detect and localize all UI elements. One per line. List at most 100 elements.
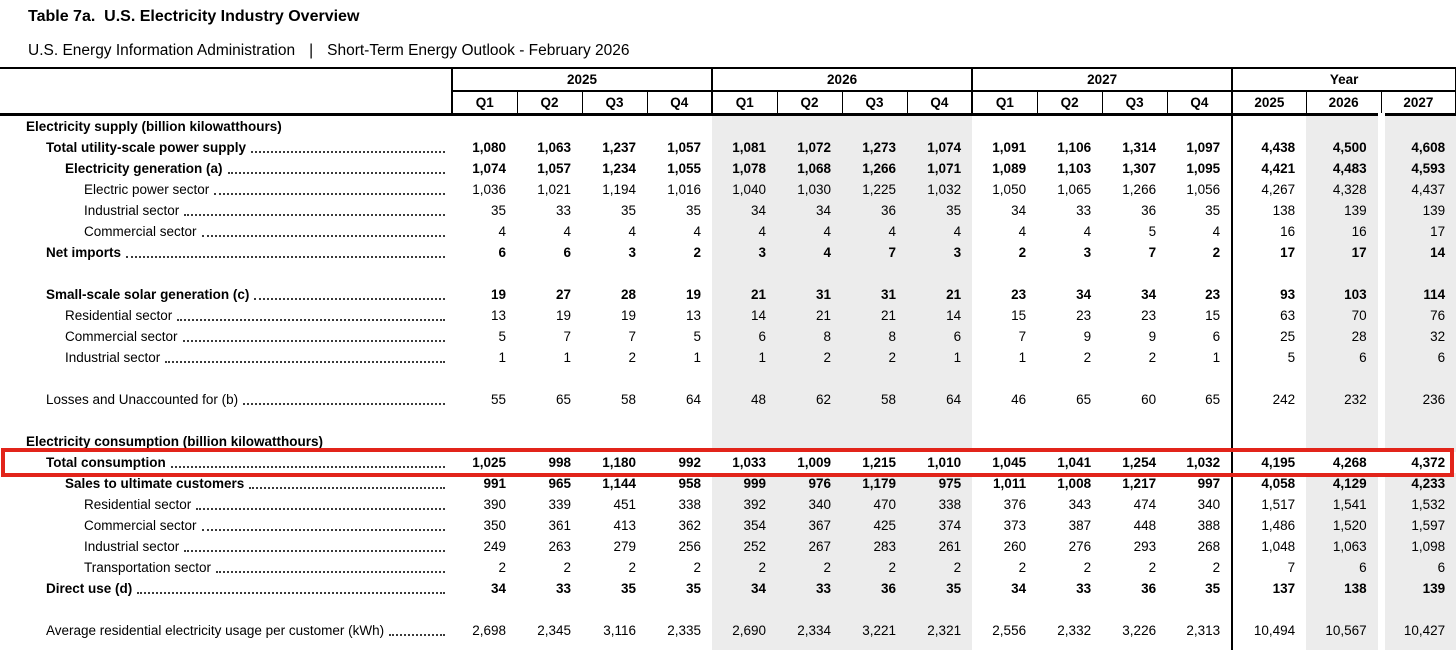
value-cell: 7 bbox=[1148, 245, 1157, 260]
dot-leader bbox=[249, 487, 445, 489]
value-cell: 5 bbox=[693, 329, 702, 344]
value-cell: 9 bbox=[1148, 329, 1157, 344]
value-cell: 36 bbox=[842, 200, 908, 221]
value-cell bbox=[647, 410, 712, 431]
value-cell: 1,074 bbox=[907, 137, 973, 158]
value-cell: 35 bbox=[620, 581, 636, 596]
table-row: Electric power sector 1,036 1,021 1,194 1,01… bbox=[0, 179, 1456, 200]
value-cell bbox=[1102, 431, 1167, 452]
row-label-text: Transportation sector bbox=[84, 560, 212, 575]
row-label: Average residential electricity usage pe… bbox=[0, 620, 452, 641]
value-cell: 1,057 bbox=[667, 140, 702, 155]
value-cell bbox=[582, 368, 647, 389]
value-cell: 1,057 bbox=[537, 161, 571, 176]
value-cell: 34 bbox=[777, 200, 843, 221]
value-cell bbox=[777, 368, 843, 389]
value-cell bbox=[1377, 431, 1456, 452]
value-cell: 35 bbox=[907, 578, 973, 599]
value-cell: 35 bbox=[490, 203, 506, 218]
value-cell: 137 bbox=[1231, 578, 1307, 599]
value-cell: 1,056 bbox=[1186, 182, 1221, 197]
value-cell: 33 bbox=[555, 581, 571, 596]
value-cell: 4 bbox=[842, 221, 908, 242]
table-row: Average residential electricity usage pe… bbox=[0, 620, 1456, 641]
value-cell: 139 bbox=[1377, 200, 1456, 221]
value-cell: 62 bbox=[777, 389, 843, 410]
value-cell: 6 bbox=[1306, 347, 1382, 368]
value-cell: 6 bbox=[1212, 329, 1221, 344]
value-cell: 1,016 bbox=[667, 182, 702, 197]
value-cell: 65 bbox=[1076, 392, 1092, 407]
value-cell: 36 bbox=[1141, 581, 1157, 596]
value-cell: 35 bbox=[686, 581, 702, 596]
value-cell: 33 bbox=[1076, 581, 1092, 596]
value-cell: 60 bbox=[1141, 392, 1157, 407]
table-row: Total utility-scale power supply 1,080 1,0… bbox=[0, 137, 1456, 158]
value-cell: 4 bbox=[1018, 224, 1027, 239]
value-cell: 1,032 bbox=[1167, 452, 1233, 473]
value-cell bbox=[1231, 410, 1307, 431]
value-cell: 1,080 bbox=[472, 140, 506, 155]
value-cell: 36 bbox=[842, 578, 908, 599]
value-cell bbox=[1037, 368, 1102, 389]
value-cell: 3 bbox=[628, 245, 636, 260]
row-label-text: Residential sector bbox=[84, 497, 192, 512]
spacer-row bbox=[0, 599, 1456, 620]
value-cell: 975 bbox=[907, 473, 973, 494]
row-label: Residential sector bbox=[0, 305, 452, 326]
value-cell: 2 bbox=[628, 350, 636, 365]
dot-leader bbox=[177, 319, 445, 321]
col-2027-q4: Q4 bbox=[1166, 91, 1233, 116]
value-cell bbox=[1231, 431, 1307, 452]
value-cell: 448 bbox=[1133, 518, 1157, 533]
value-cell bbox=[777, 263, 843, 284]
table-header: 2025 2026 2027 Year Q1 Q2 Q3 Q4 Q1 Q2 Q3… bbox=[0, 67, 1456, 116]
value-cell: 4,483 bbox=[1306, 158, 1382, 179]
value-cell: 8 bbox=[777, 326, 843, 347]
value-cell: 338 bbox=[678, 497, 702, 512]
value-cell bbox=[907, 431, 973, 452]
value-cell: 1,517 bbox=[1231, 494, 1307, 515]
value-cell: 4 bbox=[712, 221, 778, 242]
value-cell: 2 bbox=[842, 557, 908, 578]
row-label: Direct use (d) bbox=[0, 578, 452, 599]
value-cell: 413 bbox=[613, 518, 636, 533]
row-label-text: Total consumption bbox=[46, 455, 166, 470]
value-cell: 21 bbox=[842, 305, 908, 326]
value-cell: 1,030 bbox=[777, 179, 843, 200]
col-2027-q3: Q3 bbox=[1101, 91, 1168, 116]
value-cell: 4 bbox=[693, 224, 702, 239]
value-cell bbox=[907, 368, 973, 389]
value-cell bbox=[907, 599, 973, 620]
value-cell: 70 bbox=[1306, 305, 1382, 326]
value-cell: 1,597 bbox=[1377, 515, 1456, 536]
value-cell: 1,009 bbox=[777, 452, 843, 473]
value-cell: 4,438 bbox=[1231, 137, 1307, 158]
value-cell bbox=[647, 263, 712, 284]
row-label: Commercial sector bbox=[0, 221, 452, 242]
table-row: Industrial sector 35 33 35 35 34 34 36 35 34 33 36 3… bbox=[0, 200, 1456, 221]
value-cell: 4 bbox=[628, 224, 636, 239]
value-cell: 4 bbox=[777, 242, 843, 263]
row-label: Electricity generation (a) bbox=[0, 158, 452, 179]
value-cell bbox=[1306, 410, 1382, 431]
value-cell: 17 bbox=[1306, 242, 1382, 263]
value-cell: 4,129 bbox=[1306, 473, 1382, 494]
value-cell: 1,068 bbox=[777, 158, 843, 179]
section-row: Electricity consumption (billion kilowat… bbox=[0, 431, 1456, 452]
corner-cell bbox=[0, 67, 452, 116]
value-cell: 390 bbox=[483, 497, 506, 512]
row-label: Industrial sector bbox=[0, 347, 452, 368]
value-cell: 242 bbox=[1231, 389, 1307, 410]
value-cell: 1,217 bbox=[1122, 476, 1157, 491]
value-cell: 263 bbox=[548, 539, 571, 554]
row-label bbox=[0, 641, 452, 650]
value-cell: 4,195 bbox=[1231, 452, 1307, 473]
value-cell: 451 bbox=[613, 497, 636, 512]
value-cell bbox=[777, 410, 843, 431]
value-cell: 1,072 bbox=[777, 137, 843, 158]
value-cell: 6 bbox=[1377, 557, 1456, 578]
value-cell bbox=[972, 368, 1037, 389]
value-cell: 4 bbox=[777, 221, 843, 242]
value-cell: 6 bbox=[1377, 347, 1456, 368]
